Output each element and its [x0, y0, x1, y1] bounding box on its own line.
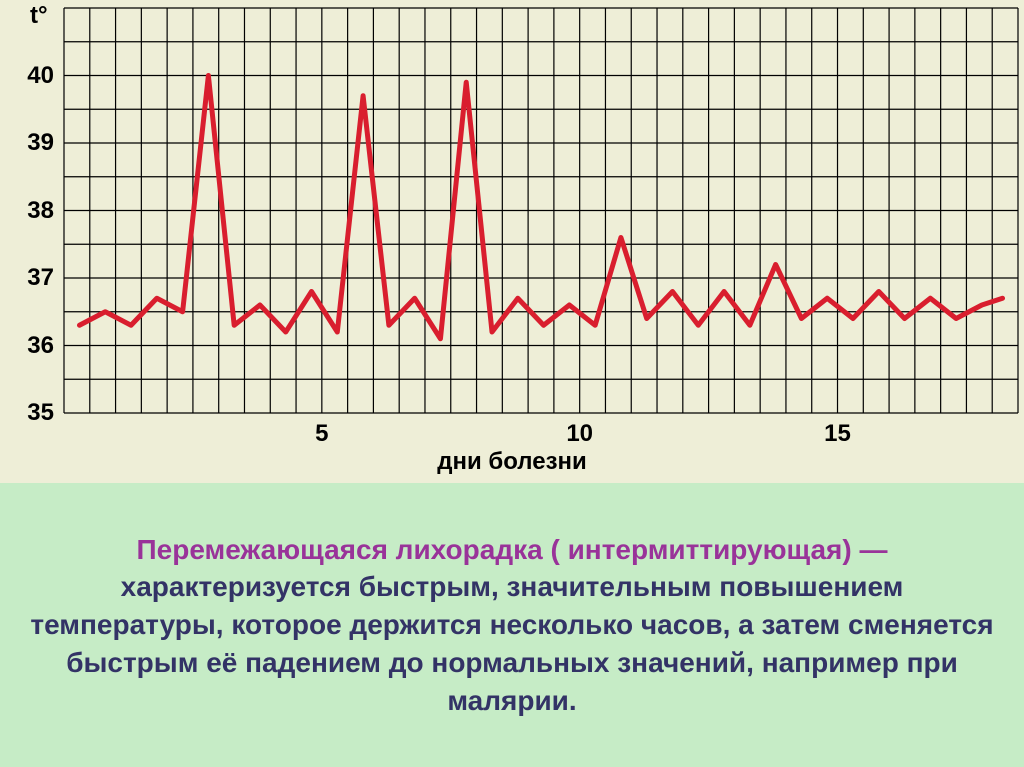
chart-svg: [0, 0, 1024, 483]
y-tick-label: 39: [27, 129, 54, 157]
y-tick-label: 38: [27, 197, 54, 225]
x-tick-label: 10: [566, 420, 593, 448]
y-axis-title: t°: [30, 2, 48, 30]
caption-text: Перемежающаяся лихорадка ( интермиттирую…: [30, 531, 994, 720]
x-tick-label: 5: [315, 420, 328, 448]
caption-body: характеризуется быстрым, значительным по…: [30, 571, 993, 715]
y-tick-label: 35: [27, 399, 54, 427]
x-axis-title: дни болезни: [437, 448, 587, 476]
caption-panel: Перемежающаяся лихорадка ( интермиттирую…: [0, 483, 1024, 767]
y-tick-label: 36: [27, 332, 54, 360]
caption-title: Перемежающаяся лихорадка ( интермиттирую…: [137, 534, 888, 565]
y-tick-label: 37: [27, 264, 54, 292]
temperature-chart: t° 35 36 37 38 39 40 5 10 15 дни болезни: [0, 0, 1024, 483]
x-tick-label: 15: [824, 420, 851, 448]
y-tick-label: 40: [27, 62, 54, 90]
